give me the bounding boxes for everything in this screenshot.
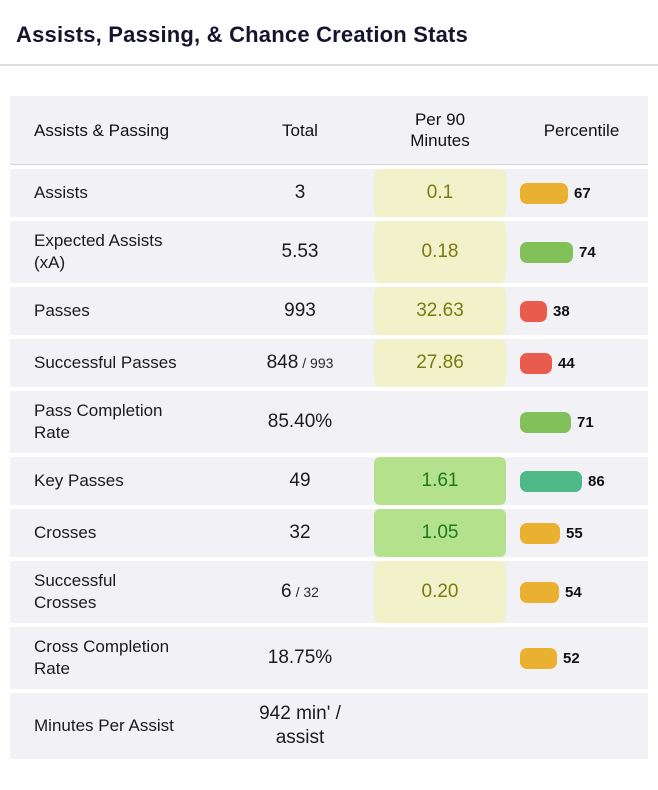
percentile-cell: 54 <box>515 573 648 612</box>
table-row: Assists 3 0.1 67 <box>10 169 648 217</box>
header-per-90-minutes: Per 90 Minutes <box>410 110 470 150</box>
percentile-bar <box>520 470 582 492</box>
row-label: Successful Crosses <box>34 571 117 612</box>
per90-cell: 0.1 <box>365 169 515 217</box>
row-label: Minutes Per Assist <box>34 716 174 735</box>
total-value: 49 <box>289 470 311 491</box>
per90-cell: 0.20 <box>365 561 515 623</box>
per90-cell: 1.61 <box>365 457 515 505</box>
percentile-value: 86 <box>588 472 605 490</box>
per90-cell: 0.18 <box>365 221 515 283</box>
row-label: Successful Passes <box>34 353 177 372</box>
percentile-cell: 38 <box>515 292 648 331</box>
per90-cell: 1.05 <box>365 509 515 557</box>
row-label: Key Passes <box>34 471 124 490</box>
total-cell: 18.75% <box>235 637 365 679</box>
total-suffix: / 32 <box>295 584 319 600</box>
percentile-cell <box>515 717 648 735</box>
percentile-value: 71 <box>577 413 594 431</box>
percentile-cell: 67 <box>515 174 648 213</box>
table-row: Pass Completion Rate 85.40% 71 <box>10 391 648 453</box>
total-value: 5.53 <box>281 241 319 262</box>
percentile-value: 52 <box>563 649 580 667</box>
per90-chip: 1.61 <box>374 457 506 505</box>
percentile-bar <box>520 647 557 669</box>
total-cell: 5.53 <box>235 231 365 273</box>
header-assists-passing: Assists & Passing <box>34 120 170 140</box>
table-row: Minutes Per Assist 942 min' / assist <box>10 693 648 759</box>
per90-cell <box>365 391 515 453</box>
percentile-bar <box>520 581 559 603</box>
table-row: Crosses 32 1.05 55 <box>10 509 648 557</box>
stats-table: Assists & Passing Total Per 90 Minutes P… <box>10 96 648 759</box>
total-value: 85.40% <box>267 411 333 432</box>
total-suffix: / 993 <box>302 355 334 371</box>
row-label: Assists <box>34 183 88 202</box>
total-value: 3 <box>294 182 306 203</box>
total-value: 848 <box>266 352 299 373</box>
percentile-cell: 74 <box>515 233 648 272</box>
per90-cell <box>365 693 515 759</box>
percentile-value: 54 <box>565 583 582 601</box>
percentile-cell: 44 <box>515 344 648 383</box>
title-divider <box>0 64 658 66</box>
row-label: Pass Completion Rate <box>34 401 163 442</box>
total-cell: 85.40% <box>235 401 365 443</box>
percentile-cell: 52 <box>515 639 648 678</box>
percentile-cell: 86 <box>515 462 648 501</box>
total-cell: 6/ 32 <box>235 571 365 613</box>
table-row: Key Passes 49 1.61 86 <box>10 457 648 505</box>
percentile-bar <box>520 352 552 374</box>
header-percentile: Percentile <box>543 120 620 140</box>
percentile-cell: 71 <box>515 403 648 442</box>
per90-chip: 0.1 <box>374 169 506 217</box>
total-cell: 49 <box>235 460 365 502</box>
percentile-value: 74 <box>579 243 596 261</box>
total-cell: 3 <box>235 172 365 214</box>
percentile-value: 44 <box>558 354 575 372</box>
per90-cell: 32.63 <box>365 287 515 335</box>
per90-chip: 1.05 <box>374 509 506 557</box>
percentile-cell: 55 <box>515 514 648 553</box>
total-value: 32 <box>289 522 311 543</box>
percentile-value: 67 <box>574 184 591 202</box>
total-value: 18.75% <box>267 647 333 668</box>
table-row: Expected Assists (xA) 5.53 0.18 74 <box>10 221 648 283</box>
total-value: 942 min' / assist <box>259 703 341 748</box>
percentile-value: 38 <box>553 302 570 320</box>
total-cell: 848/ 993 <box>235 342 365 384</box>
total-cell: 32 <box>235 512 365 554</box>
row-label: Crosses <box>34 523 97 542</box>
table-row: Successful Crosses 6/ 32 0.20 54 <box>10 561 648 623</box>
percentile-value: 55 <box>566 524 583 542</box>
row-label: Passes <box>34 301 90 320</box>
page-title: Assists, Passing, & Chance Creation Stat… <box>16 22 469 47</box>
percentile-bar <box>520 411 571 433</box>
total-value: 993 <box>284 300 316 321</box>
per90-chip: 0.20 <box>374 561 506 623</box>
table-header: Assists & Passing Total Per 90 Minutes P… <box>10 96 648 165</box>
table-row: Cross Completion Rate 18.75% 52 <box>10 627 648 689</box>
total-cell: 942 min' / assist <box>235 693 365 759</box>
per90-cell: 27.86 <box>365 339 515 387</box>
per90-chip: 32.63 <box>374 287 506 335</box>
percentile-bar <box>520 182 568 204</box>
total-value: 6 <box>281 581 292 602</box>
per90-cell <box>365 627 515 689</box>
per90-chip: 0.18 <box>374 221 506 283</box>
percentile-bar <box>520 241 573 263</box>
table-row: Passes 993 32.63 38 <box>10 287 648 335</box>
row-label: Expected Assists (xA) <box>34 231 163 272</box>
percentile-bar <box>520 522 560 544</box>
table-body: Assists 3 0.1 67 Expected Assists (xA) 5… <box>10 169 648 759</box>
total-cell: 993 <box>235 290 365 332</box>
percentile-bar <box>520 300 547 322</box>
row-label: Cross Completion Rate <box>34 637 170 678</box>
header-total: Total <box>282 120 318 140</box>
table-row: Successful Passes 848/ 993 27.86 44 <box>10 339 648 387</box>
per90-chip: 27.86 <box>374 339 506 387</box>
